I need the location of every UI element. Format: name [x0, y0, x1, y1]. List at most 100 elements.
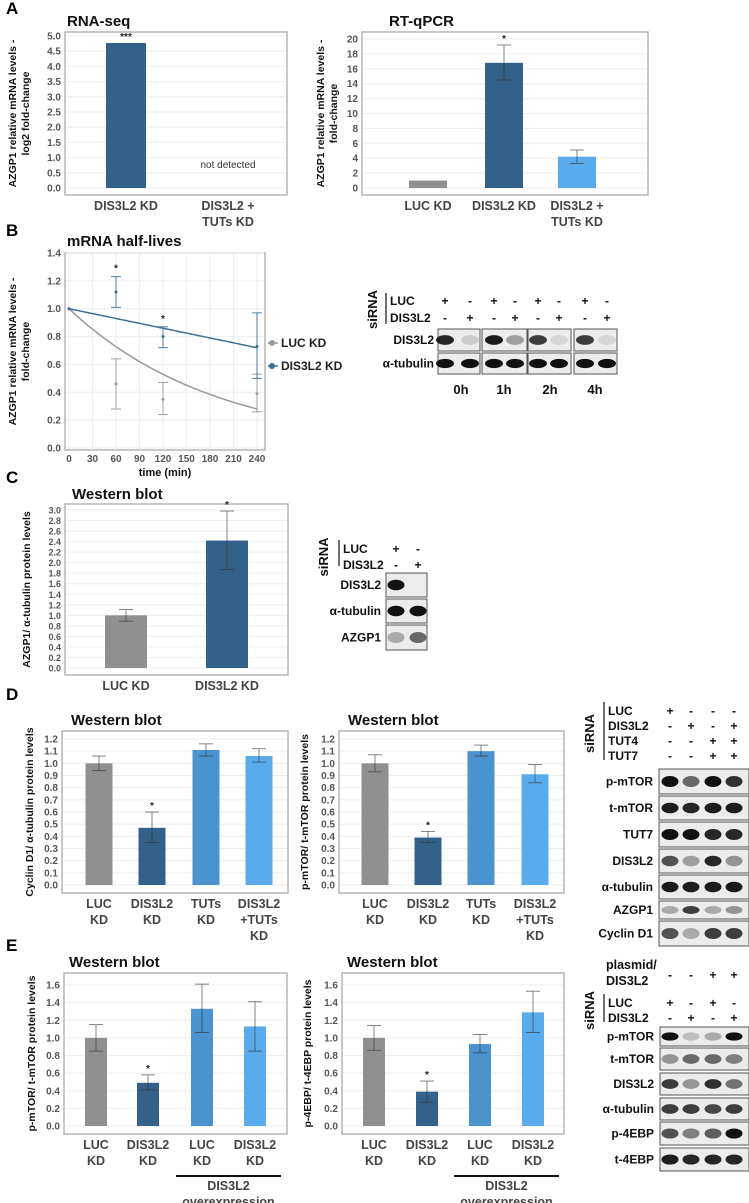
blot-band — [661, 829, 679, 840]
blot-strip — [573, 352, 618, 375]
y-tick-label: 2.5 — [47, 108, 61, 119]
x-category-label: LUC — [86, 897, 112, 911]
blot-row-label: t-4EBP — [615, 1153, 654, 1167]
bar — [105, 615, 147, 668]
error-bar — [570, 149, 584, 164]
blot-band — [661, 906, 679, 914]
data-point — [161, 397, 165, 401]
x-tick-label: 0 — [66, 454, 72, 465]
y-tick-label: 0.3 — [321, 844, 335, 855]
condition-label-dis3l2: DIS3L2 — [390, 311, 431, 325]
condition-sign: - — [513, 294, 517, 308]
condition-label-luc: LUC — [390, 294, 415, 308]
blot-strip — [481, 352, 528, 375]
y-tick-label: 0.8 — [48, 621, 61, 631]
chart-title: Western blot — [347, 954, 438, 971]
bar — [522, 1012, 544, 1126]
blot-band — [461, 358, 479, 369]
condition-sign: - — [689, 734, 693, 748]
time-label: 4h — [587, 382, 602, 397]
blot-band — [704, 855, 722, 867]
chart-title: RT-qPCR — [389, 13, 454, 30]
condition-label-tut7: TUT7 — [608, 749, 638, 763]
condition-sign: + — [534, 294, 541, 308]
x-category-label: KD — [246, 1154, 264, 1168]
condition-label-tut4: TUT4 — [608, 734, 638, 748]
y-tick-label: 0.0 — [47, 184, 61, 195]
error-bar — [199, 743, 213, 757]
y-tick-label: 0.0 — [321, 881, 335, 892]
blot-band — [436, 335, 454, 345]
condition-sign: - — [605, 294, 609, 308]
data-point — [114, 382, 118, 386]
x-category-label: DIS3L2 + — [201, 199, 254, 213]
x-category-label: KD — [250, 929, 268, 943]
blot-band — [387, 632, 405, 643]
condition-sign: - — [711, 1011, 715, 1025]
y-axis-label: AZGP1 relative mRNA levels - — [7, 39, 19, 187]
x-category-label: DIS3L2 — [238, 897, 280, 911]
blot-band — [704, 1054, 722, 1064]
blot-band — [682, 829, 700, 840]
y-tick-label: 3.5 — [47, 77, 61, 88]
y-tick-label: 1.4 — [48, 590, 61, 600]
blot-band — [682, 802, 700, 814]
blot-row-label: TUT7 — [623, 828, 653, 842]
x-category-label: LUC — [189, 1138, 215, 1152]
blot-band — [461, 335, 479, 345]
y-tick-label: 0.6 — [48, 632, 61, 642]
y-tick-label: 0.0 — [324, 1122, 338, 1133]
time-label: 0h — [453, 382, 468, 397]
y-tick-label: 0.2 — [44, 856, 58, 867]
data-point — [161, 335, 165, 339]
y-tick-label: 1.2 — [44, 735, 58, 746]
blot-row-label: t-mTOR — [609, 801, 653, 815]
condition-sign: - — [689, 996, 693, 1010]
blot-band — [682, 1032, 700, 1041]
x-category-label: LUC — [361, 1138, 387, 1152]
blot-band — [725, 1154, 743, 1165]
blot-row-label: DIS3L2 — [613, 1077, 654, 1091]
plasmid-sign: - — [668, 968, 672, 982]
condition-sign: - — [711, 719, 715, 733]
blot-band — [661, 1154, 679, 1165]
condition-sign: - — [689, 704, 693, 718]
blot-band — [485, 335, 503, 345]
significance-star: * — [426, 820, 430, 831]
blot-band — [661, 1104, 679, 1114]
y-tick-label: 0.2 — [46, 1104, 60, 1115]
fit-line-luc-kd — [68, 308, 258, 410]
x-tick-label: 150 — [178, 454, 195, 465]
y-axis-label: p-mTOR/ t-mTOR protein levels — [26, 975, 38, 1131]
not-detected-note: not detected — [200, 160, 255, 171]
legend-marker — [269, 363, 275, 369]
y-tick-label: 0.2 — [321, 856, 335, 867]
condition-sign: + — [687, 719, 694, 733]
condition-sign: - — [557, 294, 561, 308]
blot-strip — [481, 328, 528, 352]
x-tick-label: 210 — [225, 454, 242, 465]
error-bar — [368, 754, 382, 773]
error-bar — [248, 1001, 262, 1052]
condition-sign: - — [583, 311, 587, 325]
blot-band — [725, 928, 743, 939]
condition-sign: - — [416, 542, 420, 556]
sirna-label: siRNA — [365, 289, 380, 329]
x-category-label: KD — [418, 1154, 436, 1168]
y-tick-label: 5.0 — [47, 32, 61, 43]
y-tick-label: 6 — [352, 139, 358, 150]
plasmid-sign: + — [709, 968, 716, 982]
y-tick-label: 0.5 — [321, 820, 335, 831]
x-category-label: TUTs — [466, 897, 496, 911]
blot-row-label: AZGP1 — [613, 903, 653, 917]
x-tick-label: 90 — [134, 454, 146, 465]
y-tick-label: 1.0 — [44, 759, 58, 770]
significance-star: * — [114, 264, 118, 275]
condition-sign: + — [490, 294, 497, 308]
y-tick-label: 4.0 — [47, 62, 61, 73]
blot-band — [550, 358, 568, 369]
blot-strip — [527, 352, 572, 375]
error-bar — [220, 510, 234, 570]
condition-sign: - — [668, 719, 672, 733]
